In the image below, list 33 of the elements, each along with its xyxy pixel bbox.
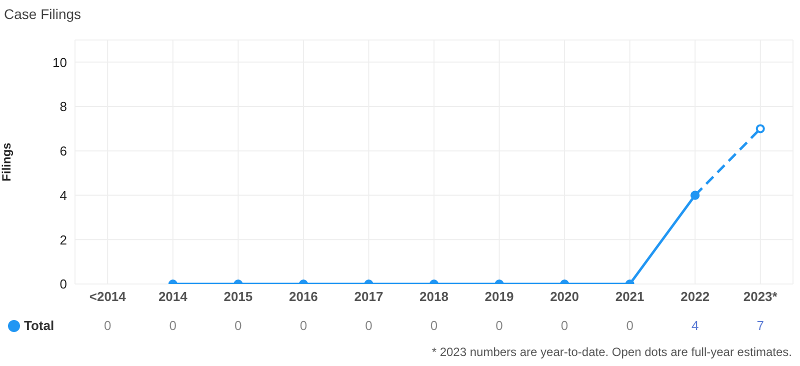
legend-label: Total: [23, 318, 54, 333]
data-label: 0: [560, 318, 570, 333]
chart-title: Case Filings: [4, 6, 82, 22]
point: [756, 124, 765, 134]
data-label: 0: [494, 318, 504, 333]
text: 0: [104, 318, 112, 333]
data-label: 0: [429, 318, 439, 333]
x-tick-label: 2022: [680, 289, 710, 304]
x-tick-label: 2018: [420, 289, 448, 304]
x-tick-label: 2020: [550, 289, 580, 304]
y-tick-label: 6: [60, 144, 67, 159]
x-tick-label: 2019: [484, 289, 514, 304]
x-tick-label: 2017: [354, 289, 384, 304]
data-label: 0: [298, 318, 308, 333]
y-axis-title: Filings: [0, 142, 14, 182]
x-tick-label: 2014: [158, 289, 188, 304]
data-label: 0: [168, 318, 178, 333]
y-tick-label: 10: [52, 54, 67, 70]
data-label: 0: [364, 318, 374, 333]
x-tick-label: <2014: [89, 289, 127, 304]
x-tick-label: 2021: [615, 289, 644, 304]
text: 7: [756, 318, 764, 333]
data-label: 0: [625, 318, 634, 333]
y-tick-label: 2: [60, 232, 67, 248]
x-tick-label: 2023*: [743, 289, 778, 304]
data-label: 0: [234, 318, 243, 333]
data-label: 4: [690, 318, 700, 333]
y-tick-label: 4: [60, 188, 67, 203]
x-tick-label: 2015: [224, 289, 253, 304]
y-tick-label: 8: [60, 99, 67, 114]
text: * 2023 numbers are year-to-date. Open dots are full-year estimates.: [432, 345, 792, 359]
y-tick-label: 0: [60, 276, 67, 292]
x-tick-label: 2016: [288, 289, 318, 304]
